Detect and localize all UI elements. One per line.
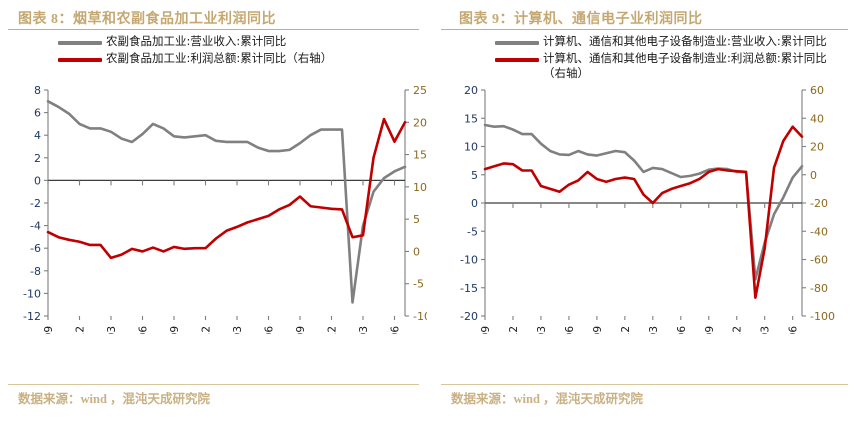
legend-swatch-revenue-right	[495, 41, 539, 45]
x-axis-tick-label: 2018-06	[138, 326, 150, 334]
series-line-revenue	[46, 99, 407, 304]
legend-label-revenue-left: 农副食品加工业:营业收入:累计同比	[106, 34, 287, 48]
y-axis-tick-label-left: 5	[471, 169, 478, 182]
legend-label-revenue-right: 计算机、通信和其他电子设备制造业:营业收入:累计同比	[543, 34, 827, 48]
x-axis-tick-label: 2019-06	[676, 326, 688, 334]
title-divider-left	[8, 29, 419, 30]
x-axis-tick-label: 2018-03	[106, 326, 118, 334]
x-axis-tick-label: 2020-06	[390, 326, 402, 334]
legend-chart-8: 农副食品加工业:营业收入:累计同比 农副食品加工业:利润总额:累计同比（右轴）	[0, 34, 427, 68]
page-title-chart-9: 图表 9：计算机、通信电子业利润同比	[459, 12, 703, 27]
legend-label-profit-right: 计算机、通信和其他电子设备制造业:利润总额:累计同比（右轴）	[543, 51, 827, 80]
y-axis-tick-label-right: -5	[413, 278, 424, 291]
x-axis-tick-label: 2020-03	[358, 326, 370, 334]
chart-plot-chart-9: 20 15 10 5 0 -5 -10 -15 -20 60 40 20 0 -20 -40 -60 -80 -1…	[460, 84, 835, 334]
x-axis-tick-label: 2019-03	[232, 326, 244, 334]
title-divider-right	[441, 29, 848, 30]
y-axis-tick-label-left: -8	[30, 265, 41, 278]
y-axis-tick-label-left: 15	[464, 112, 478, 125]
source-note-left: 数据来源：wind ，混沌天成研究院	[18, 392, 211, 406]
y-axis-tick-label-left: -20	[460, 310, 478, 323]
y-axis-tick-label-left: -4	[30, 220, 41, 233]
x-axis-tick-label: 2019-09	[295, 326, 307, 334]
x-axis-tick-label: 2017-09	[480, 326, 492, 334]
x-axis-tick-label: 2019-12	[732, 326, 744, 334]
y-axis-tick-label-right: 15	[413, 149, 427, 162]
x-axis-tick-label: 2018-06	[564, 326, 576, 334]
y-axis-tick-label-left: -12	[23, 310, 41, 323]
legend-item-profit-right: 计算机、通信和其他电子设备制造业:利润总额:累计同比（右轴）	[427, 51, 854, 81]
page-title-chart-8: 图表 8：烟草和农副食品加工业利润同比	[18, 12, 276, 27]
legend-item-revenue-right: 计算机、通信和其他电子设备制造业:营业收入:累计同比	[427, 34, 854, 49]
x-axis-tick-label: 2018-03	[536, 326, 548, 334]
y-axis-tick-label-right: 0	[413, 245, 420, 258]
legend-swatch-revenue-left	[58, 41, 102, 45]
legend-label-profit-left: 农副食品加工业:利润总额:累计同比（右轴）	[106, 51, 333, 65]
series-line-revenue	[483, 123, 804, 281]
y-axis-tick-label-left: 10	[464, 141, 478, 154]
y-axis-tick-label-left: 20	[464, 84, 478, 97]
y-axis-tick-label-right: 10	[413, 181, 427, 194]
y-axis-tick-label-right: -100	[810, 310, 835, 323]
x-axis-tick-label: 2019-03	[648, 326, 660, 334]
x-axis-tick-label: 2018-12	[620, 326, 632, 334]
source-divider-right	[441, 384, 848, 385]
series-line-profit	[483, 125, 804, 299]
y-axis-tick-label-right: 5	[413, 213, 420, 226]
y-axis-tick-label-left: 6	[34, 107, 41, 120]
series-line-profit	[46, 117, 407, 260]
x-axis-tick-label: 2018-12	[201, 326, 213, 334]
y-axis-tick-label-right: -10	[413, 310, 427, 323]
y-axis-tick-label-left: -15	[460, 282, 478, 295]
y-axis-tick-label-right: 60	[810, 84, 824, 97]
source-note-right: 数据来源：wind ，混沌天成研究院	[451, 392, 644, 406]
y-axis-tick-label-right: -80	[810, 282, 828, 295]
source-divider-left	[8, 384, 419, 385]
legend-item-revenue-left: 农副食品加工业:营业收入:累计同比	[0, 34, 427, 49]
y-axis-tick-label-right: -40	[810, 225, 828, 238]
y-axis-tick-label-left: -2	[30, 197, 41, 210]
x-axis-tick-label: 2019-12	[327, 326, 339, 334]
figure-panel-chart-9: 图表 9：计算机、通信电子业利润同比 计算机、通信和其他电子设备制造业:营业收入…	[427, 0, 854, 421]
x-axis-tick-label: 2017-09	[43, 326, 55, 334]
y-axis-tick-label-right: 20	[810, 141, 824, 154]
x-axis-tick-label: 2019-06	[264, 326, 276, 334]
x-axis-tick-label: 2019-09	[704, 326, 716, 334]
y-axis-tick-label-left: 0	[471, 197, 478, 210]
y-axis-tick-label-left: 4	[34, 129, 41, 142]
y-axis-tick-label-left: -10	[460, 254, 478, 267]
x-axis-tick-label: 2020-06	[788, 326, 800, 334]
x-axis-tick-label: 2017-12	[75, 326, 87, 334]
y-axis-tick-label-right: -20	[810, 197, 828, 210]
y-axis-tick-label-right: 25	[413, 84, 427, 97]
y-axis-tick-label-left: 8	[34, 84, 41, 97]
chart-plot-chart-8: 86420-2-4-6-8-10-122520151050-5-102017-0…	[23, 84, 427, 334]
y-axis-tick-label-left: -10	[23, 287, 41, 300]
y-axis-tick-label-left: -6	[30, 242, 41, 255]
y-axis-tick-label-right: 0	[810, 169, 817, 182]
y-axis-tick-label-left: 2	[34, 152, 41, 165]
y-axis-tick-label-left: 0	[34, 174, 41, 187]
x-axis-tick-label: 2018-09	[592, 326, 604, 334]
y-axis-tick-label-right: -60	[810, 254, 828, 267]
x-axis-tick-label: 2020-03	[760, 326, 772, 334]
y-axis-tick-label-right: 20	[413, 116, 427, 129]
y-axis-tick-label-right: 40	[810, 112, 824, 125]
legend-swatch-profit-left	[58, 58, 102, 62]
legend-chart-9: 计算机、通信和其他电子设备制造业:营业收入:累计同比 计算机、通信和其他电子设备…	[427, 34, 854, 83]
x-axis-tick-label: 2017-12	[508, 326, 520, 334]
figure-panel-chart-8: 图表 8：烟草和农副食品加工业利润同比 农副食品加工业:营业收入:累计同比 农副…	[0, 12, 427, 406]
legend-item-profit-left: 农副食品加工业:利润总额:累计同比（右轴）	[0, 51, 427, 66]
legend-swatch-profit-right	[495, 58, 539, 62]
x-axis-tick-label: 2018-09	[169, 326, 181, 334]
y-axis-tick-label-left: -5	[467, 225, 478, 238]
